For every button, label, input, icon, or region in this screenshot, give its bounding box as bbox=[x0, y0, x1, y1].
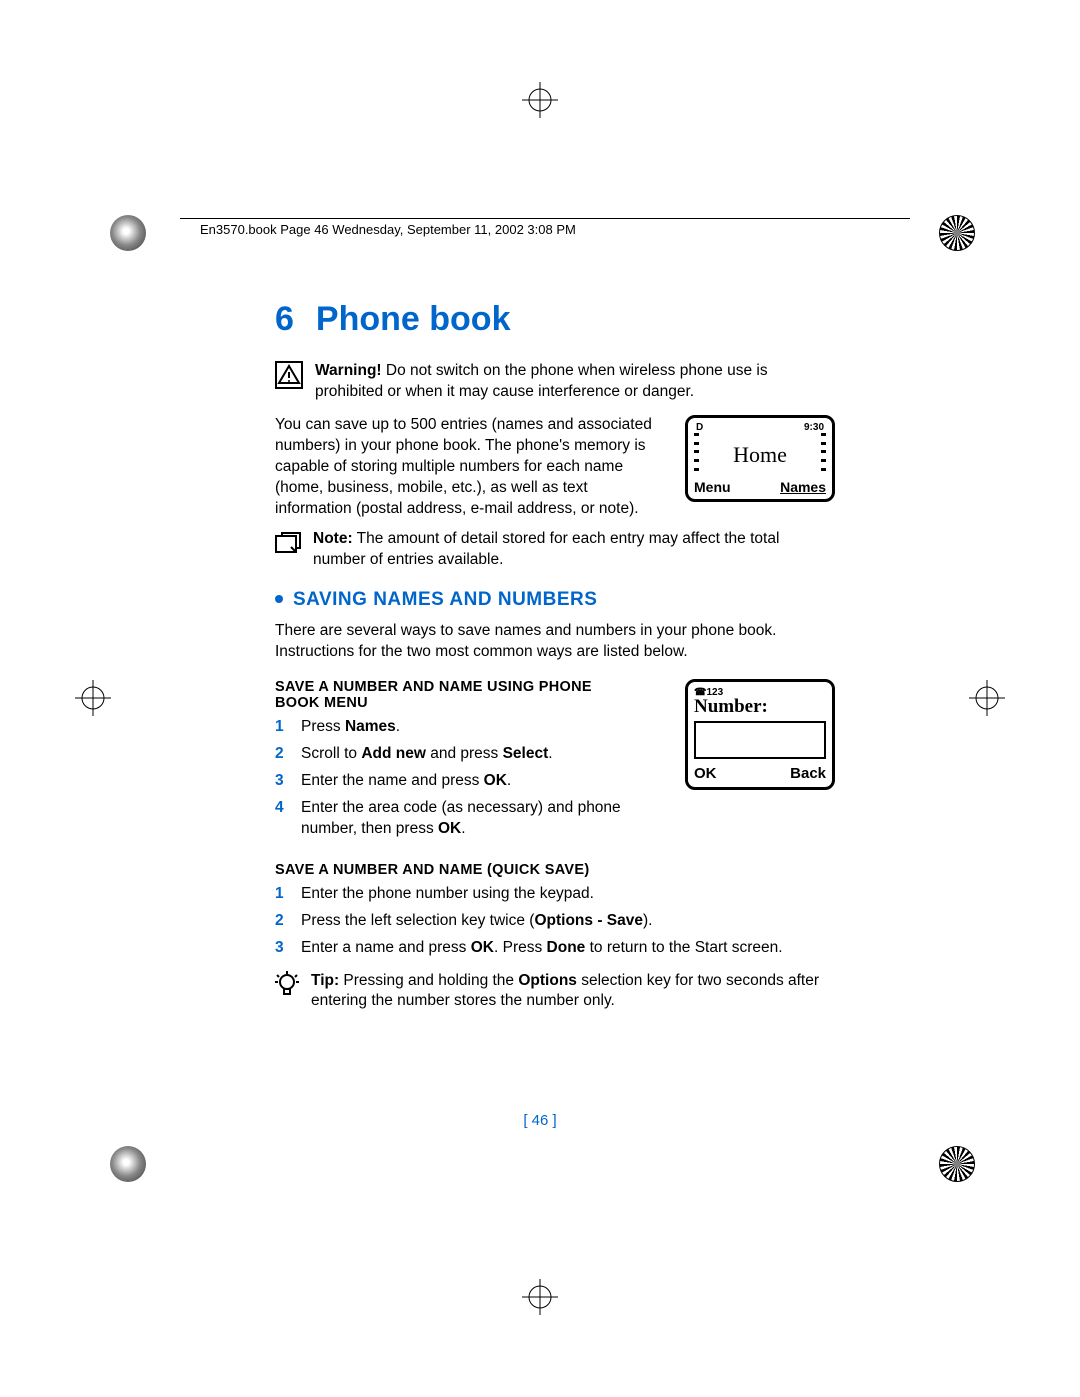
softkey-right: Names bbox=[780, 479, 826, 495]
phone-time: 9:30 bbox=[804, 422, 824, 433]
phone-title: Home bbox=[733, 442, 787, 468]
sub2-step-2: 2 Press the left selection key twice (Op… bbox=[275, 911, 835, 932]
header-rule bbox=[180, 218, 910, 219]
crop-circle-bl bbox=[110, 1146, 146, 1182]
page-content: 6 Phone book Warning! Do not switch on th… bbox=[275, 300, 835, 1012]
phone-screen-home: D 9:30 Home Menu Names bbox=[685, 415, 835, 502]
warning-block: Warning! Do not switch on the phone when… bbox=[275, 361, 835, 403]
signal-bars-left bbox=[694, 433, 699, 471]
chapter-title: 6 Phone book bbox=[275, 300, 835, 339]
page-number: [ 46 ] bbox=[0, 1112, 1080, 1129]
step-number: 1 bbox=[275, 717, 289, 738]
softkey-left: Menu bbox=[694, 479, 731, 495]
note-icon bbox=[275, 532, 301, 554]
lightbulb-icon bbox=[275, 971, 299, 999]
registration-mark-right bbox=[969, 680, 1005, 716]
chapter-name: Phone book bbox=[316, 300, 511, 338]
warning-text: Warning! Do not switch on the phone when… bbox=[315, 361, 835, 403]
section-heading-saving: SAVING NAMES AND NUMBERS bbox=[275, 589, 835, 611]
chapter-number: 6 bbox=[275, 300, 294, 338]
step-number: 4 bbox=[275, 798, 289, 840]
softkey-left: OK bbox=[694, 765, 717, 782]
section-title: SAVING NAMES AND NUMBERS bbox=[293, 589, 597, 610]
sub1-block: SAVE A NUMBER AND NAME USING PHONE BOOK … bbox=[275, 663, 835, 846]
section-intro: There are several ways to save names and… bbox=[275, 621, 835, 663]
header-text: En3570.book Page 46 Wednesday, September… bbox=[200, 222, 576, 237]
number-input-box bbox=[694, 721, 826, 759]
bullet-icon bbox=[275, 595, 283, 603]
crop-circle-tl bbox=[110, 215, 146, 251]
crop-circle-tr bbox=[939, 215, 975, 251]
sub1-heading: SAVE A NUMBER AND NAME USING PHONE BOOK … bbox=[275, 679, 595, 711]
registration-mark-left bbox=[75, 680, 111, 716]
step-number: 2 bbox=[275, 744, 289, 765]
sub1-step-2: 2 Scroll to Add new and press Select. bbox=[275, 744, 667, 765]
step-number: 3 bbox=[275, 938, 289, 959]
phone-screen-number: ☎123 Number: OK Back bbox=[685, 679, 835, 790]
warning-label: Warning! bbox=[315, 362, 382, 379]
warning-icon bbox=[275, 361, 303, 389]
sub2-step-3: 3 Enter a name and press OK. Press Done … bbox=[275, 938, 835, 959]
step-number: 3 bbox=[275, 771, 289, 792]
tip-block: Tip: Pressing and holding the Options se… bbox=[275, 971, 835, 1013]
note-text: Note: The amount of detail stored for ea… bbox=[313, 529, 835, 571]
sub2-heading: SAVE A NUMBER AND NAME (QUICK SAVE) bbox=[275, 862, 835, 878]
note-label: Note: bbox=[313, 530, 353, 547]
registration-mark-top bbox=[522, 82, 558, 118]
step-number: 2 bbox=[275, 911, 289, 932]
sub1-step-3: 3 Enter the name and press OK. bbox=[275, 771, 667, 792]
intro-block: You can save up to 500 entries (names an… bbox=[275, 415, 835, 520]
note-block: Note: The amount of detail stored for ea… bbox=[275, 529, 835, 571]
sub1-step-1: 1 Press Names. bbox=[275, 717, 667, 738]
sub1-step-4: 4 Enter the area code (as necessary) and… bbox=[275, 798, 667, 840]
step-number: 1 bbox=[275, 884, 289, 905]
crop-circle-br bbox=[939, 1146, 975, 1182]
sub2-step-1: 1 Enter the phone number using the keypa… bbox=[275, 884, 835, 905]
tip-text: Tip: Pressing and holding the Options se… bbox=[311, 971, 835, 1013]
registration-mark-bottom bbox=[522, 1279, 558, 1315]
softkey-right: Back bbox=[790, 765, 826, 782]
phone-indicator: D bbox=[696, 422, 703, 433]
intro-text: You can save up to 500 entries (names an… bbox=[275, 415, 667, 520]
warning-body: Do not switch on the phone when wireless… bbox=[315, 362, 768, 400]
signal-bars-right bbox=[821, 433, 826, 471]
number-label: Number: bbox=[694, 696, 826, 718]
note-body: The amount of detail stored for each ent… bbox=[313, 530, 779, 568]
tip-label: Tip: bbox=[311, 972, 339, 989]
